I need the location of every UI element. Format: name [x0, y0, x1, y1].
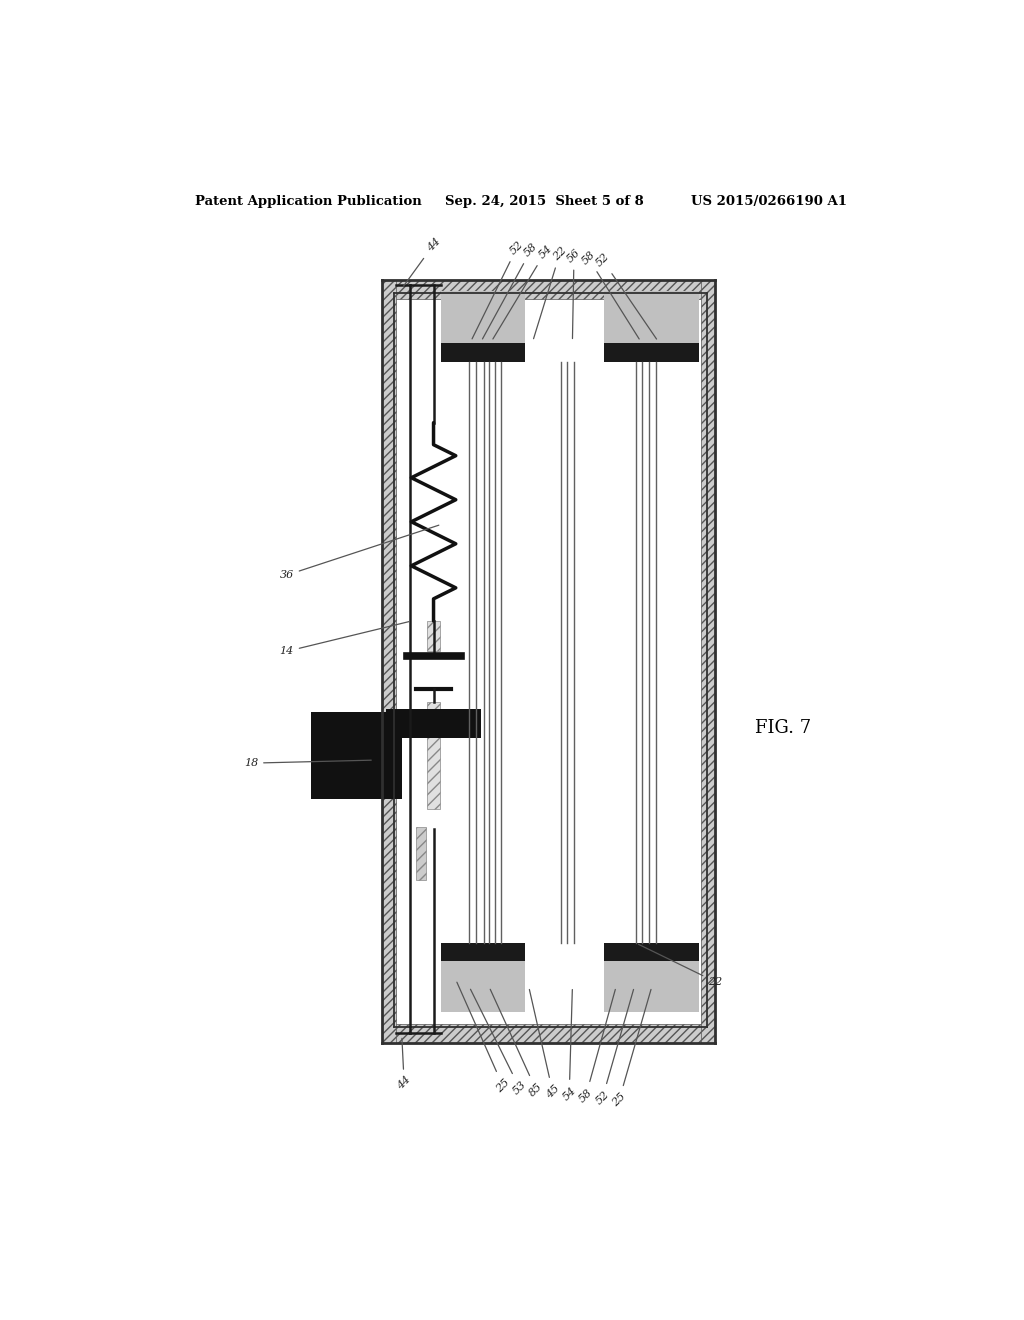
Bar: [310, 713, 401, 799]
Text: 54: 54: [561, 990, 578, 1102]
Bar: [441, 942, 525, 961]
Bar: [386, 709, 481, 738]
Text: Patent Application Publication: Patent Application Publication: [196, 194, 422, 207]
Text: 54: 54: [493, 243, 554, 339]
Text: 52: 52: [594, 990, 634, 1106]
Bar: [441, 343, 525, 362]
Text: 45: 45: [529, 990, 561, 1100]
Bar: [604, 290, 699, 362]
Bar: [505, 362, 560, 942]
Text: 56: 56: [565, 247, 583, 338]
Bar: [701, 280, 715, 1043]
Text: 85: 85: [490, 989, 545, 1098]
Bar: [382, 280, 396, 1043]
Bar: [427, 702, 440, 809]
Bar: [382, 1024, 715, 1043]
Bar: [604, 942, 699, 961]
Text: FIG. 7: FIG. 7: [755, 718, 811, 737]
Text: 58: 58: [578, 990, 615, 1104]
Text: 22: 22: [638, 944, 722, 986]
Text: 14: 14: [280, 622, 410, 656]
Text: Sep. 24, 2015  Sheet 5 of 8: Sep. 24, 2015 Sheet 5 of 8: [445, 194, 644, 207]
Bar: [416, 828, 426, 880]
Text: 36: 36: [280, 525, 439, 579]
Text: US 2015/0266190 A1: US 2015/0266190 A1: [691, 194, 848, 207]
Text: 58: 58: [482, 242, 540, 339]
Text: 53: 53: [470, 989, 527, 1096]
Text: 52: 52: [594, 252, 656, 339]
Text: 44: 44: [395, 1039, 413, 1092]
Bar: [604, 343, 699, 362]
Text: 18: 18: [244, 758, 372, 768]
Bar: [604, 942, 699, 1012]
Bar: [441, 290, 525, 362]
Bar: [441, 942, 525, 1012]
Bar: [427, 620, 440, 651]
Text: 25: 25: [610, 990, 651, 1109]
Text: 22: 22: [534, 246, 568, 339]
Text: 44: 44: [403, 236, 442, 286]
Text: 58: 58: [580, 249, 639, 339]
Bar: [382, 280, 715, 298]
Text: 52: 52: [472, 239, 525, 339]
Text: 25: 25: [457, 982, 511, 1094]
